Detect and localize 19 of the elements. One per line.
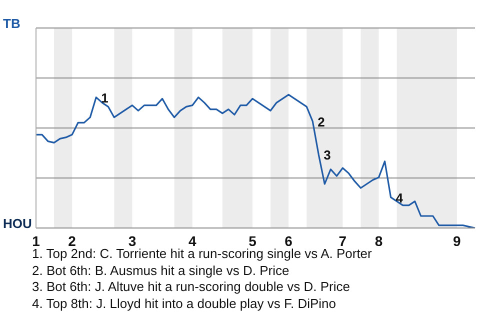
x-tick-label: 4 [188, 232, 196, 249]
text: TB [3, 16, 20, 32]
x-tick-label: 9 [453, 232, 462, 249]
annotation: 3 [324, 148, 331, 163]
text: 4. Top 8th: J. Lloyd hit into a double play vs F. DiPino [32, 296, 337, 312]
x-tick-label: 8 [374, 232, 383, 249]
x-tick-label: 1 [32, 232, 40, 249]
text: 3. Bot 6th: J. Altuve hit a run-scoring double vs D. Price [32, 279, 351, 296]
annotation: 4 [396, 190, 404, 206]
x-tick-label: 5 [248, 232, 257, 249]
annotation: 2 [318, 114, 325, 130]
x-tick-label: 3 [128, 232, 136, 249]
x-tick-label: 6 [284, 232, 293, 249]
text: HOU [3, 216, 32, 232]
x-tick-label: 7 [338, 232, 347, 249]
text: 2. Bot 6th: B. Ausmus hit a single vs D. Price [32, 262, 290, 279]
x-tick-label: 2 [68, 232, 76, 249]
text: 1. Top 2nd: C. Torriente hit a run-scoring single vs A. Porter [32, 246, 372, 262]
annotation: 1 [101, 90, 108, 106]
